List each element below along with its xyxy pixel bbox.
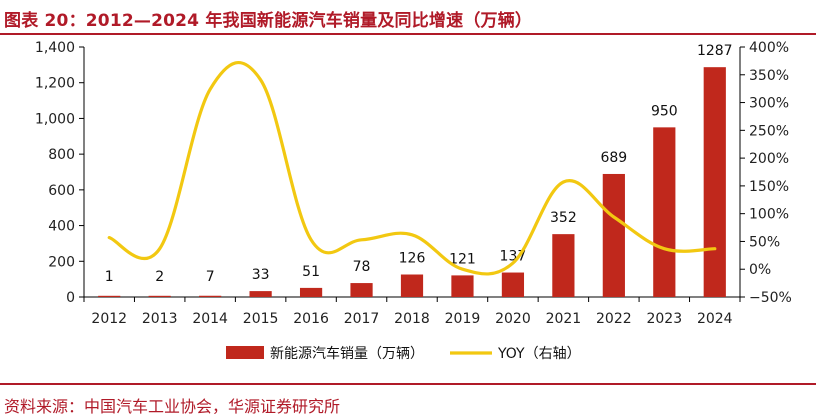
left-tick-label: 1,200: [35, 76, 75, 92]
bar-value-label: 352: [550, 210, 577, 226]
source-divider: [0, 383, 816, 385]
bar-value-label: 2: [155, 269, 164, 285]
right-tick-label: 250%: [749, 123, 789, 139]
x-tick-label: 2022: [596, 311, 632, 327]
left-tick-label: 1,400: [35, 40, 75, 56]
bar-value-label: 121: [449, 251, 476, 267]
x-tick-label: 2015: [243, 311, 279, 327]
right-tick-label: 100%: [749, 207, 789, 223]
x-tick-label: 2021: [546, 311, 582, 327]
right-tick-label: 150%: [749, 179, 789, 195]
left-tick-label: 600: [48, 183, 75, 199]
right-tick-label: 400%: [749, 40, 789, 56]
bar-value-label: 78: [353, 259, 371, 275]
right-tick-label: 50%: [749, 234, 780, 250]
bar-value-label: 1: [105, 269, 114, 285]
bar-2012: [98, 295, 121, 297]
bar-value-label: 950: [651, 103, 678, 119]
bar-2018: [400, 274, 424, 297]
x-tick-label: 2016: [293, 311, 329, 327]
source-note: 资料来源：中国汽车工业协会，华源证券研究所: [4, 397, 341, 416]
chart-header: 图表 20：2012—2024 年我国新能源汽车销量及同比增速（万辆）: [0, 0, 816, 34]
left-tick-label: 1,000: [35, 111, 75, 127]
title-divider: [0, 33, 816, 35]
bar-value-label: 689: [600, 150, 627, 166]
right-tick-label: 300%: [749, 96, 789, 112]
x-tick-label: 2023: [646, 311, 682, 327]
right-tick-label: −50%: [749, 290, 792, 306]
bar-value-label: 126: [399, 251, 426, 267]
left-tick-label: 200: [48, 254, 75, 270]
legend-line-label: YOY（右轴）: [497, 346, 581, 362]
bar-2016: [299, 287, 323, 297]
x-tick-label: 2012: [91, 311, 127, 327]
left-tick-label: 0: [66, 290, 75, 306]
x-tick-label: 2014: [192, 311, 228, 327]
x-tick-label: 2024: [697, 311, 733, 327]
bar-2021: [552, 234, 575, 297]
x-tick-label: 2019: [445, 311, 481, 327]
legend-bar-label: 新能源汽车销量（万辆）: [270, 345, 424, 362]
bar-2015: [249, 291, 272, 297]
bar-2020: [501, 272, 525, 297]
bar-2019: [451, 275, 474, 297]
right-tick-label: 0%: [749, 262, 771, 278]
bar-2022: [602, 173, 625, 297]
right-tick-label: 350%: [749, 68, 789, 84]
bar-value-label: 1287: [697, 43, 733, 59]
chart-title: 图表 20：2012—2024 年我国新能源汽车销量及同比增速（万辆）: [4, 11, 533, 31]
bar-2013: [148, 295, 171, 297]
left-tick-label: 800: [48, 147, 75, 163]
bar-2014: [199, 295, 222, 297]
x-tick-label: 2017: [344, 311, 380, 327]
left-tick-label: 400: [48, 219, 75, 235]
bar-2023: [653, 127, 676, 297]
bar-value-label: 51: [302, 264, 320, 280]
yoy-line: [107, 61, 717, 276]
right-tick-label: 200%: [749, 151, 789, 167]
bar-value-label: 33: [252, 267, 270, 283]
bar-2024: [703, 67, 726, 297]
x-tick-label: 2013: [142, 311, 178, 327]
bar-2017: [350, 283, 373, 297]
x-tick-label: 2020: [495, 311, 531, 327]
bar-value-label: 7: [206, 269, 215, 285]
x-tick-label: 2018: [394, 311, 430, 327]
legend-bar-swatch: [226, 346, 264, 359]
